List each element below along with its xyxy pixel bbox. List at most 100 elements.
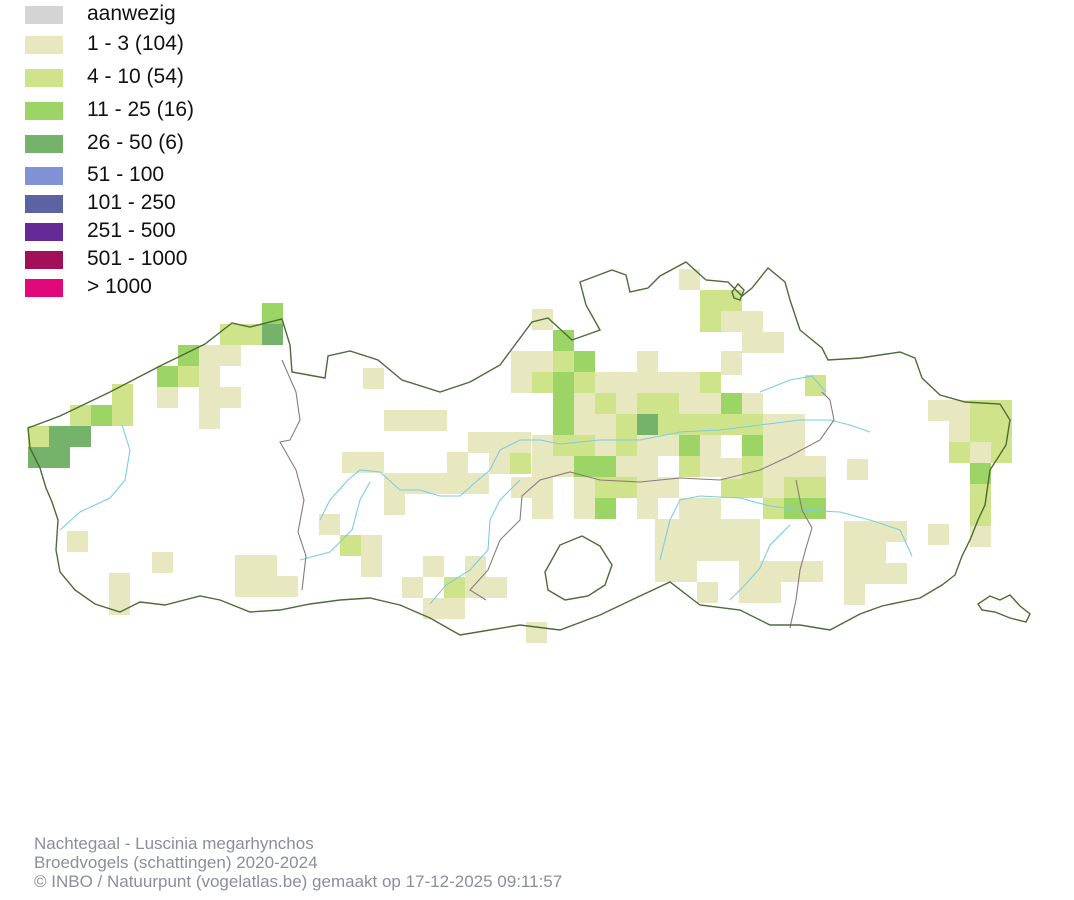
- grid-cell: [763, 332, 784, 353]
- legend-swatch: [25, 135, 63, 153]
- grid-cell: [742, 477, 763, 498]
- grid-cell: [235, 576, 256, 597]
- enclave-outline: [731, 282, 745, 301]
- grid-cell: [423, 598, 444, 619]
- grid-cell: [676, 540, 697, 561]
- grid-cell: [616, 435, 637, 456]
- grid-cell: [616, 414, 637, 435]
- river: [319, 419, 871, 521]
- grid-cell: [199, 366, 220, 387]
- grid-cell: [405, 410, 426, 431]
- grid-cell: [574, 351, 595, 372]
- grid-cell: [553, 372, 574, 393]
- grid-cell: [844, 563, 865, 584]
- species-name: Nachtegaal - Luscinia megarhynchos: [34, 834, 314, 853]
- legend-label: 501 - 1000: [87, 247, 188, 270]
- grid-cell: [763, 435, 784, 456]
- grid-cell: [805, 456, 826, 477]
- grid-cell: [340, 535, 361, 556]
- grid-cell: [112, 405, 133, 426]
- grid-cell: [697, 540, 718, 561]
- grid-cell: [949, 421, 970, 442]
- grid-cell: [658, 435, 679, 456]
- grid-cell: [886, 563, 907, 584]
- legend-swatch: [25, 102, 63, 120]
- grid-cell: [465, 577, 486, 598]
- grid-cell: [805, 375, 826, 396]
- grid-cell: [553, 414, 574, 435]
- grid-cell: [510, 432, 531, 453]
- grid-cell: [700, 414, 721, 435]
- grid-cell: [721, 414, 742, 435]
- grid-cell: [739, 519, 760, 540]
- grid-cell: [363, 452, 384, 473]
- grid-cell: [595, 477, 616, 498]
- grid-cell: [112, 384, 133, 405]
- grid-cell: [637, 456, 658, 477]
- grid-cell: [199, 408, 220, 429]
- grid-cell: [763, 498, 784, 519]
- region-outline: [27, 261, 1011, 636]
- grid-cell: [595, 435, 616, 456]
- grid-cell: [928, 400, 949, 421]
- grid-cell: [402, 577, 423, 598]
- legend-swatch: [25, 167, 63, 185]
- grid-cell: [553, 351, 574, 372]
- grid-cell: [781, 561, 802, 582]
- grid-cell: [679, 393, 700, 414]
- legend-label: 251 - 500: [87, 219, 176, 242]
- grid-cell: [342, 452, 363, 473]
- grid-cell: [511, 351, 532, 372]
- legend-label: > 1000: [87, 275, 152, 298]
- grid-cell: [784, 498, 805, 519]
- grid-cell: [616, 372, 637, 393]
- grid-cell: [697, 519, 718, 540]
- grid-cell: [700, 311, 721, 332]
- grid-cell: [553, 330, 574, 351]
- grid-cell: [844, 584, 865, 605]
- grid-cell: [256, 576, 277, 597]
- grid-cell: [277, 576, 298, 597]
- grid-cell: [970, 421, 991, 442]
- grid-cell: [970, 400, 991, 421]
- grid-cell: [865, 521, 886, 542]
- grid-cell: [199, 387, 220, 408]
- province-borders: [279, 359, 835, 629]
- grid-cell: [676, 519, 697, 540]
- province-border: [469, 391, 835, 601]
- grid-cell: [574, 456, 595, 477]
- grid-cell: [574, 393, 595, 414]
- grid-cell: [405, 473, 426, 494]
- grid-cell: [844, 521, 865, 542]
- grid-cell: [739, 582, 760, 603]
- grid-cell: [28, 426, 49, 447]
- grid-cell: [49, 447, 70, 468]
- grid-cell: [447, 452, 468, 473]
- grid-cell: [595, 456, 616, 477]
- legend-label: aanwezig: [87, 2, 176, 25]
- grid-cell: [742, 456, 763, 477]
- grid-cell: [679, 372, 700, 393]
- grid-cell: [574, 414, 595, 435]
- grid-cell: [718, 540, 739, 561]
- grid-cell: [70, 405, 91, 426]
- grid-cell: [241, 324, 262, 345]
- grid-cell: [384, 473, 405, 494]
- grid-cell: [655, 519, 676, 540]
- grid-cell: [363, 368, 384, 389]
- grid-cell: [526, 622, 547, 643]
- province-border: [279, 359, 307, 591]
- grid-cell: [426, 410, 447, 431]
- grid-cell: [700, 498, 721, 519]
- grid-cell: [574, 372, 595, 393]
- voeren-outline: [977, 594, 1031, 623]
- grid-cell: [721, 354, 742, 375]
- grid-cell: [721, 393, 742, 414]
- grid-cell: [847, 459, 868, 480]
- grid-cell: [574, 435, 595, 456]
- grid-cell: [805, 477, 826, 498]
- grid-cell: [595, 372, 616, 393]
- grid-cell: [384, 494, 405, 515]
- grid-cell: [700, 290, 721, 311]
